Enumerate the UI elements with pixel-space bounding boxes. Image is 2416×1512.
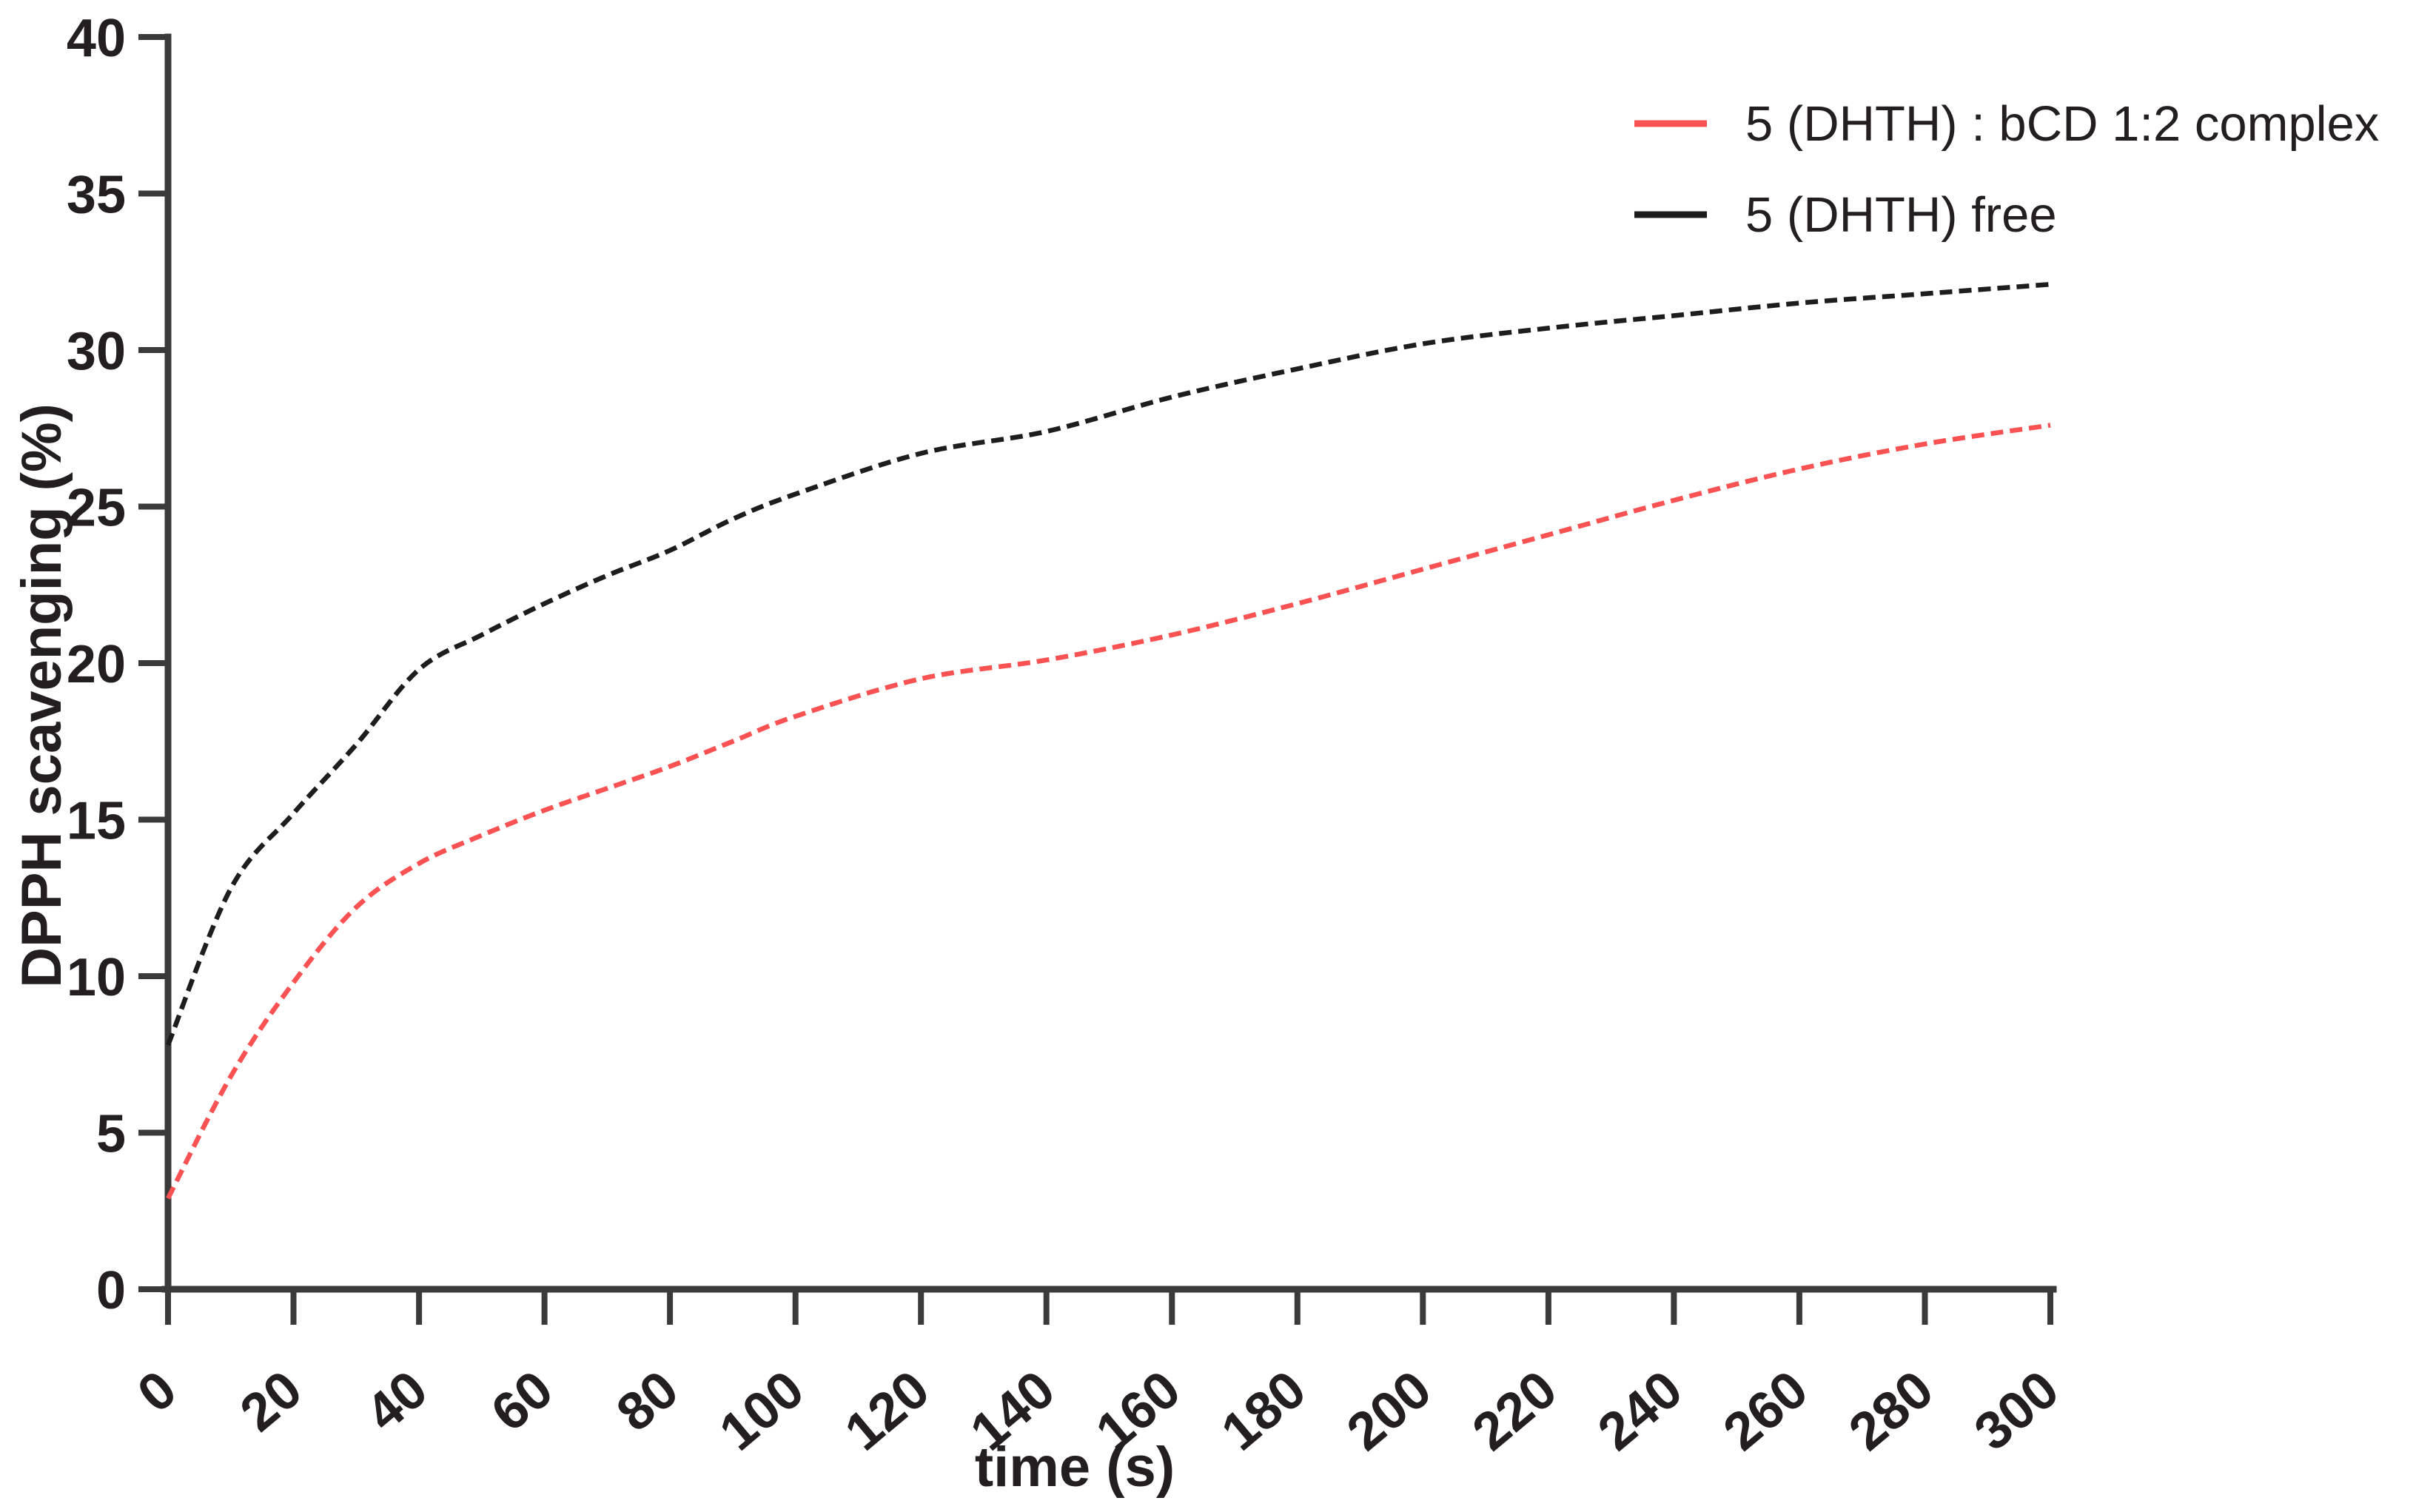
y-tick-label: 15 <box>67 792 126 851</box>
x-tick-label: 120 <box>834 1360 940 1462</box>
x-tick-label: 180 <box>1211 1360 1317 1462</box>
x-tick-label: 80 <box>606 1360 690 1443</box>
y-tick-label: 10 <box>67 948 126 1007</box>
x-tick-label: 220 <box>1462 1360 1568 1462</box>
legend-item-free: 5 (DHTH) free <box>1634 187 2057 243</box>
x-tick-label: 260 <box>1713 1360 1819 1462</box>
y-tick-label: 20 <box>67 635 126 694</box>
x-axis-title: time (s) <box>975 1436 1175 1499</box>
y-tick-label: 5 <box>96 1105 126 1164</box>
x-tick-label: 100 <box>709 1360 815 1462</box>
curve-complex <box>166 423 2051 1200</box>
y-tick-label: 40 <box>67 9 126 68</box>
y-tick-label: 35 <box>67 166 126 225</box>
y-axis-title: DPPH scavenging (%) <box>10 403 73 988</box>
y-ticks: 0 5 10 15 20 25 30 35 40 <box>67 9 168 1320</box>
y-tick-label: 30 <box>67 322 126 381</box>
legend-item-complex: 5 (DHTH) : bCD 1:2 complex <box>1634 96 2379 152</box>
x-tick-label: 60 <box>480 1360 564 1443</box>
legend-label-complex: 5 (DHTH) : bCD 1:2 complex <box>1745 96 2379 152</box>
x-tick-label: 20 <box>229 1360 313 1443</box>
data-curves <box>165 281 2051 1200</box>
x-tick-label: 280 <box>1838 1360 1944 1462</box>
curve-free <box>165 281 2051 1046</box>
y-tick-label: 0 <box>96 1261 126 1320</box>
y-tick-label: 25 <box>67 479 126 538</box>
x-tick-label: 0 <box>127 1360 187 1424</box>
legend: 5 (DHTH) : bCD 1:2 complex 5 (DHTH) free <box>1634 96 2379 243</box>
x-tick-label: 300 <box>1964 1360 2070 1462</box>
y-axis: 0 5 10 15 20 25 30 35 40 <box>67 9 172 1320</box>
x-tick-label: 200 <box>1336 1360 1442 1462</box>
x-tick-label: 40 <box>355 1360 439 1443</box>
legend-label-free: 5 (DHTH) free <box>1745 187 2057 243</box>
x-tick-label: 240 <box>1587 1360 1693 1462</box>
